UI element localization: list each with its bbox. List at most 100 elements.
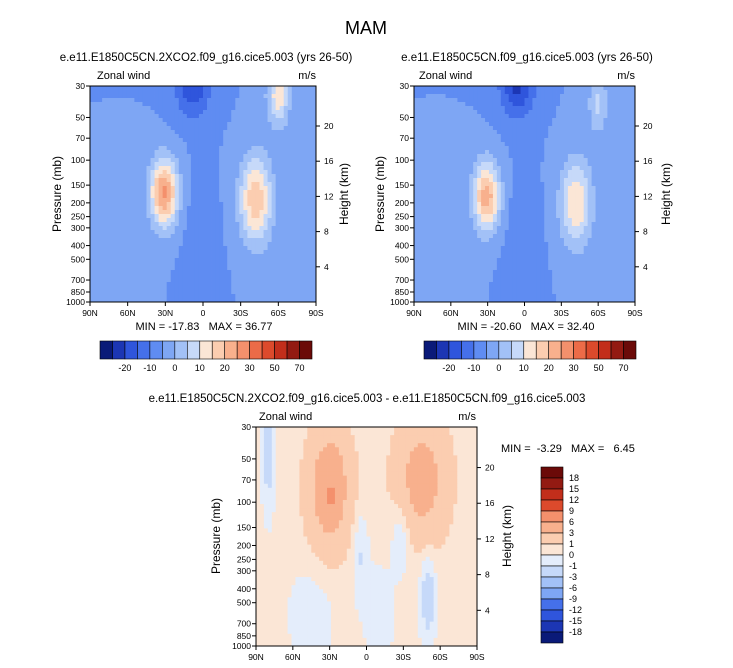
field-cell [166, 106, 172, 111]
field-cell [150, 170, 155, 175]
field-cell [623, 178, 628, 183]
field-cell [563, 202, 569, 207]
field-cell [154, 198, 160, 203]
field-cell [90, 202, 95, 207]
field-cell [198, 162, 204, 167]
field-cell [190, 158, 196, 163]
field-cell [182, 210, 188, 215]
field-cell [536, 162, 541, 167]
field-cell [560, 202, 565, 207]
field-cell [158, 138, 164, 143]
field-cell [263, 166, 268, 171]
field-cell [619, 134, 624, 139]
field-cell [94, 194, 99, 199]
field-cell [619, 154, 624, 159]
field-cell [247, 178, 252, 183]
field-cell [287, 294, 293, 299]
field-cell [492, 186, 498, 191]
field-cell [275, 114, 281, 119]
field-cell [631, 114, 636, 119]
field-cell [429, 198, 435, 203]
field-cell [170, 254, 176, 259]
field-cell [516, 162, 521, 167]
field-cell [488, 166, 494, 171]
field-cell [263, 282, 268, 287]
field-cell [595, 202, 600, 207]
field-cell [219, 290, 224, 295]
field-cell [215, 194, 220, 199]
field-cell [106, 258, 111, 263]
field-cell [417, 218, 423, 223]
field-cell [299, 186, 305, 191]
field-cell [508, 134, 514, 139]
field-cell [307, 226, 313, 231]
field-cell [227, 182, 232, 187]
field-cell [579, 178, 585, 183]
field-cell [231, 170, 236, 175]
field-cell [508, 178, 514, 183]
field-cell [532, 98, 537, 103]
field-cell [441, 162, 446, 167]
field-cell [126, 234, 131, 239]
field-cell [544, 190, 549, 195]
field-cell [207, 274, 212, 279]
field-cell [130, 294, 135, 299]
field-cell [291, 226, 297, 231]
field-cell [449, 198, 454, 203]
field-cell [275, 238, 281, 243]
field-cell [615, 106, 620, 111]
field-cell [203, 258, 208, 263]
x-tick-label: 60S [271, 308, 286, 318]
field-cell [311, 154, 317, 159]
field-cell [536, 218, 541, 223]
field-cell [203, 222, 208, 227]
field-cell [504, 126, 510, 131]
field-cell [528, 126, 533, 131]
field-cell [563, 122, 569, 127]
field-cell [235, 202, 240, 207]
field-cell [560, 118, 565, 123]
field-cell [243, 178, 248, 183]
field-cell [94, 146, 99, 151]
field-cell [134, 234, 139, 239]
field-cell [560, 114, 565, 119]
field-cell [473, 142, 478, 147]
field-cell [174, 258, 180, 263]
field-cell [158, 142, 164, 147]
field-cell [295, 162, 301, 167]
field-cell [211, 238, 216, 243]
field-cell [417, 190, 423, 195]
field-cell [587, 138, 592, 143]
field-cell [417, 182, 423, 187]
field-cell [251, 246, 256, 251]
field-cell [544, 122, 549, 127]
field-cell [94, 274, 99, 279]
field-cell [239, 210, 244, 215]
field-cell [255, 218, 260, 223]
field-cell [307, 162, 313, 167]
field-cell [182, 290, 188, 295]
field-cell [90, 234, 95, 239]
field-cell [441, 126, 446, 131]
field-cell [414, 106, 419, 111]
field-cell [311, 262, 317, 267]
field-cell [98, 150, 103, 155]
field-cell [287, 166, 293, 171]
field-cell [267, 206, 273, 211]
field-cell [425, 126, 431, 131]
field-cell [583, 210, 589, 215]
field-cell [627, 98, 632, 103]
field-cell [457, 166, 462, 171]
field-cell [544, 206, 549, 211]
field-cell [607, 126, 612, 131]
field-cell [295, 154, 301, 159]
field-cell [504, 158, 510, 163]
field-cell [611, 214, 616, 219]
field-cell [512, 170, 518, 175]
field-cell [239, 258, 244, 263]
field-cell [235, 90, 240, 95]
field-cell [203, 202, 208, 207]
field-cell [311, 250, 317, 255]
field-cell [508, 170, 514, 175]
field-cell [429, 194, 435, 199]
